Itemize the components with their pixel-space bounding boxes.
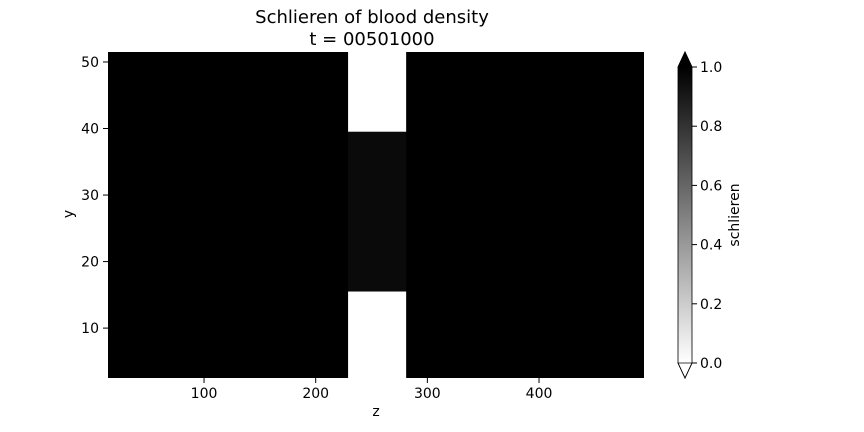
heatmap-region-1 [348, 52, 407, 132]
colorbar-tick-label: 0.4 [700, 238, 722, 254]
x-tick-label: 400 [526, 386, 553, 402]
x-tick-label: 200 [302, 386, 329, 402]
y-tick-label: 40 [81, 122, 99, 138]
y-tick-label: 10 [81, 321, 99, 337]
colorbar-gradient [678, 67, 692, 363]
chart-subtitle-time: t = 00501000 [309, 29, 434, 50]
y-axis-label: y [61, 210, 77, 218]
x-axis-ticks: 100 200 300 400 [191, 378, 553, 402]
heatmap-region-3 [348, 131, 407, 292]
colorbar-tick-label: 0.2 [700, 297, 722, 313]
y-axis-ticks: 10 20 30 40 50 [81, 55, 108, 337]
colorbar-tick-label: 1.0 [700, 60, 722, 76]
x-tick-label: 100 [191, 386, 218, 402]
heatmap-region-2 [348, 291, 407, 378]
heatmap-plot-area [108, 52, 644, 378]
heatmap-regions [348, 52, 407, 378]
colorbar-extend-min-arrow [677, 362, 693, 379]
y-tick-label: 50 [81, 55, 99, 71]
colorbar: 0.0 0.2 0.4 0.6 0.8 1.0 schlieren [677, 51, 743, 379]
x-tick-label: 300 [414, 386, 441, 402]
colorbar-tick-label: 0.0 [700, 356, 722, 372]
colorbar-ticks: 0.0 0.2 0.4 0.6 0.8 1.0 [692, 60, 722, 372]
y-tick-label: 20 [81, 255, 99, 271]
colorbar-extend-max-arrow [677, 51, 693, 68]
chart-title: Schlieren of blood density [255, 7, 489, 28]
y-tick-label: 30 [81, 188, 99, 204]
x-axis-label: z [372, 404, 379, 420]
colorbar-tick-label: 0.6 [700, 178, 722, 194]
colorbar-tick-label: 0.8 [700, 119, 722, 135]
colorbar-label: schlieren [727, 183, 743, 246]
